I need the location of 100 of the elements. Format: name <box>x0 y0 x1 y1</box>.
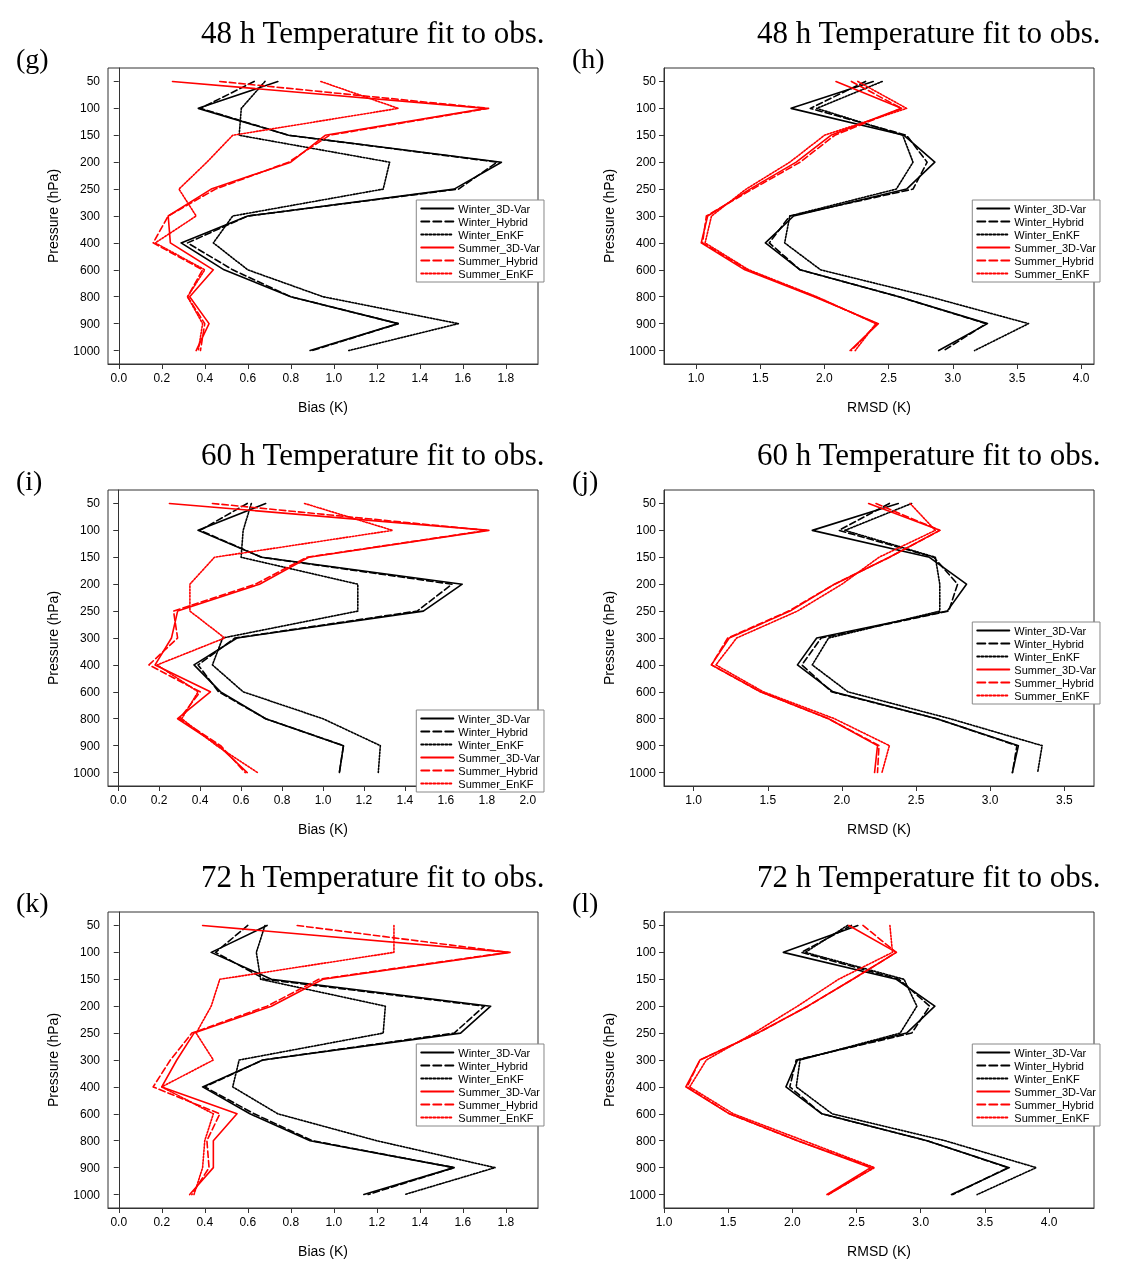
x-tick-label: 1.0 <box>685 793 703 807</box>
chart-title: 60 h Temperature fit to obs. <box>201 437 545 472</box>
text: (k) <box>16 886 49 918</box>
x-tick-label: 0.2 <box>150 793 168 807</box>
y-tick-label: 50 <box>642 496 657 511</box>
legend-label: Winter_3D-Var <box>1014 202 1087 215</box>
y-tick-label: 900 <box>79 738 101 753</box>
x-tick-label: 3.0 <box>912 1215 930 1229</box>
x-tick-label: 1.8 <box>478 793 496 807</box>
x-axis-title: RMSD (K) <box>847 399 911 415</box>
y-tick-label: 100 <box>635 523 657 538</box>
x-tick-label: 0.4 <box>191 793 209 807</box>
legend-label: Winter_Hybrid <box>1014 1059 1084 1072</box>
y-tick-label: 900 <box>79 316 101 331</box>
x-tick-label: 1.8 <box>497 1215 515 1229</box>
y-tick-label: 300 <box>635 209 657 223</box>
y-tick-label: 800 <box>79 1133 101 1148</box>
y-tick-label: 150 <box>635 972 657 987</box>
y-axis-title: Pressure (hPa) <box>601 590 617 686</box>
text: (j) <box>572 464 599 496</box>
legend-label: Winter_EnKF <box>1014 228 1080 241</box>
x-tick-label: 1.2 <box>355 793 373 807</box>
y-tick-label: 600 <box>79 262 101 277</box>
x-tick-label: 2.5 <box>907 793 925 807</box>
legend-label: Winter_Hybrid <box>1014 215 1084 228</box>
x-tick-label: 2.5 <box>880 371 898 385</box>
x-tick-label: 1.2 <box>368 1215 386 1229</box>
legend-label: Summer_Hybrid <box>458 764 538 777</box>
legend-label: Summer_Hybrid <box>1014 676 1094 689</box>
y-tick-label: 600 <box>635 262 657 277</box>
y-tick-label: 400 <box>635 1079 657 1094</box>
y-tick-label: 800 <box>635 289 657 304</box>
y-tick-label: 200 <box>79 155 101 170</box>
x-tick-label: 1.5 <box>719 1215 737 1229</box>
y-tick-label: 1000 <box>73 1187 101 1202</box>
y-axis-title: Pressure (hPa) <box>45 168 61 264</box>
x-tick-label: 4.0 <box>1040 1215 1058 1229</box>
y-tick-label: 50 <box>86 918 101 933</box>
x-tick-label: 0.6 <box>239 1215 257 1229</box>
y-tick-label: 50 <box>86 74 101 89</box>
legend-label: Winter_EnKF <box>458 1072 524 1085</box>
legend-label: Winter_3D-Var <box>1014 1046 1087 1059</box>
x-tick-label: 1.0 <box>655 1215 673 1229</box>
y-tick-label: 900 <box>635 738 657 753</box>
y-tick-label: 100 <box>79 101 101 116</box>
y-tick-label: 400 <box>79 235 101 250</box>
y-tick-label: 100 <box>635 945 657 960</box>
legend-label: Summer_3D-Var <box>1014 1085 1097 1098</box>
y-tick-label: 100 <box>79 945 101 960</box>
y-tick-label: 1000 <box>629 343 657 358</box>
y-axis-title: Pressure (hPa) <box>45 1012 61 1108</box>
y-tick-label: 100 <box>79 523 101 538</box>
legend-label: Summer_Hybrid <box>1014 254 1094 267</box>
x-tick-label: 2.5 <box>848 1215 866 1229</box>
legend-label: Summer_Hybrid <box>458 1098 538 1111</box>
y-tick-label: 250 <box>635 1026 657 1041</box>
text: (i) <box>16 464 43 496</box>
legend-label: Summer_EnKF <box>1014 689 1090 702</box>
x-tick-label: 2.0 <box>833 793 851 807</box>
x-axis-title: RMSD (K) <box>847 821 911 837</box>
x-tick-label: 1.6 <box>437 793 455 807</box>
legend-label: Summer_3D-Var <box>458 1085 541 1098</box>
x-tick-label: 0.8 <box>282 1215 300 1229</box>
x-tick-label: 0.0 <box>109 793 127 807</box>
legend-label: Winter_3D-Var <box>1014 624 1087 637</box>
x-tick-label: 3.0 <box>944 371 962 385</box>
y-tick-label: 800 <box>79 711 101 726</box>
x-tick-label: 1.5 <box>759 793 777 807</box>
x-tick-label: 0.2 <box>153 371 171 385</box>
legend-label: Summer_Hybrid <box>458 254 538 267</box>
y-tick-label: 250 <box>635 182 657 197</box>
y-tick-label: 900 <box>635 316 657 331</box>
chart-title: 60 h Temperature fit to obs. <box>757 437 1101 472</box>
y-tick-label: 800 <box>635 711 657 726</box>
y-tick-label: 50 <box>642 918 657 933</box>
y-tick-label: 200 <box>635 155 657 170</box>
legend-label: Summer_Hybrid <box>1014 1098 1094 1111</box>
y-tick-label: 250 <box>79 182 101 197</box>
y-tick-label: 200 <box>635 999 657 1014</box>
x-tick-label: 3.5 <box>1056 793 1074 807</box>
text: (h) <box>572 42 605 74</box>
y-axis-title: Pressure (hPa) <box>601 168 617 264</box>
y-tick-label: 900 <box>79 1160 101 1175</box>
y-tick-label: 300 <box>635 631 657 645</box>
y-tick-label: 150 <box>79 972 101 987</box>
x-tick-label: 3.5 <box>976 1215 994 1229</box>
legend-label: Summer_EnKF <box>1014 1111 1090 1124</box>
x-tick-label: 1.4 <box>411 1215 429 1229</box>
y-tick-label: 1000 <box>73 765 101 780</box>
legend-label: Summer_EnKF <box>458 777 534 790</box>
y-tick-label: 400 <box>635 235 657 250</box>
text: (l) <box>572 886 599 918</box>
legend-label: Winter_3D-Var <box>458 712 531 725</box>
legend-label: Winter_Hybrid <box>458 215 528 228</box>
legend-label: Summer_3D-Var <box>458 751 541 764</box>
x-tick-label: 0.0 <box>110 371 128 385</box>
y-tick-label: 400 <box>635 657 657 672</box>
x-axis-title: RMSD (K) <box>847 1243 911 1259</box>
chart-title: 72 h Temperature fit to obs. <box>201 859 545 894</box>
x-tick-label: 1.2 <box>368 371 386 385</box>
